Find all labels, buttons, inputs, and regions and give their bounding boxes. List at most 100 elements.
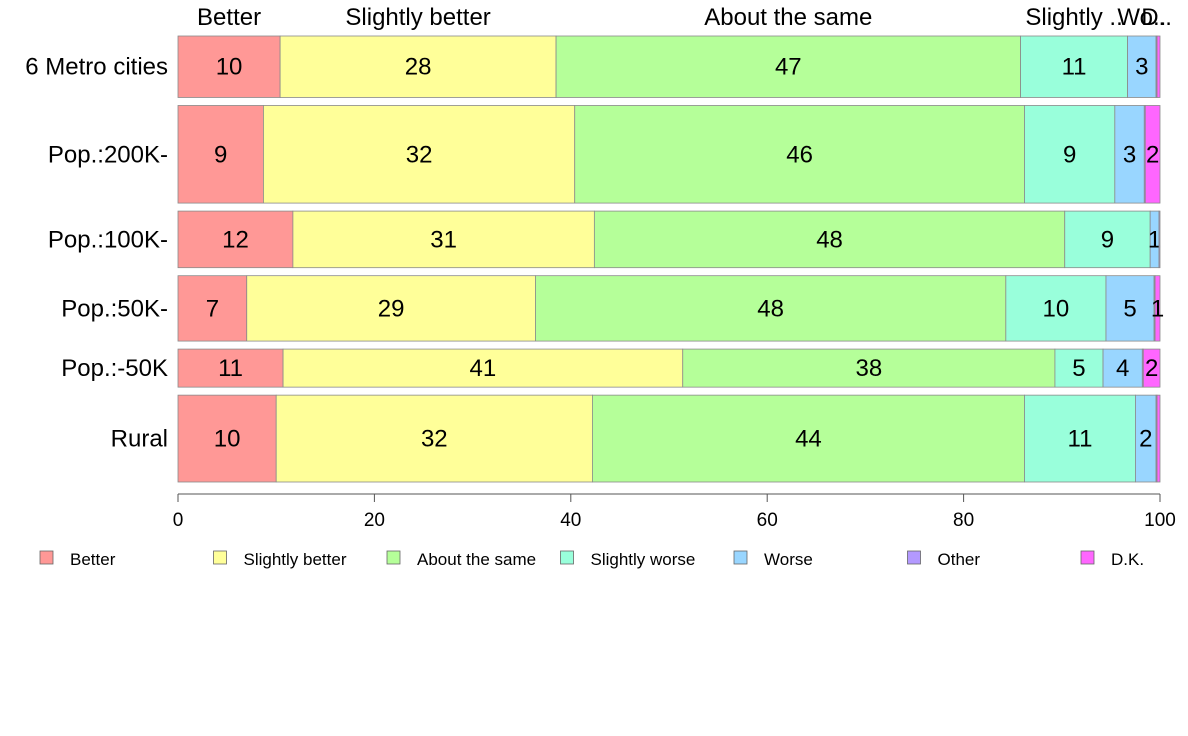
segment-value-label: 29 [378,295,405,322]
legend-label: D.K. [1111,550,1144,569]
segment-value-label: 1 [1148,226,1161,253]
segment-value-label: 12 [222,226,249,253]
legend: Better Slightly better About the same Sligh… [39,550,1144,569]
category-label: Rural [111,426,168,453]
category-label: 6 Metro cities [25,54,168,81]
legend-label: Slightly worse [591,550,696,569]
legend-label: Other [938,550,981,569]
x-tick-label: 80 [953,510,974,531]
segment-value-label: 10 [216,54,243,81]
top-labels: Better Slightly better About the same Sligh… [197,4,1172,31]
bar-segment [177,105,264,204]
top-segment-label: Slightly better [345,4,490,31]
bar-segment [1114,105,1145,204]
bar-segment [1154,275,1161,342]
bar-segment [177,35,281,98]
bar-segment [282,348,684,388]
segment-value-label: 38 [855,355,882,382]
row-labels: 6 Metro cities Pop.:200K- Pop.:100K- Pop.:5… [25,54,168,453]
bar-segment [574,105,1025,204]
top-segment-label: Slightly .. [1025,4,1122,31]
segment-value-label: 2 [1139,426,1152,453]
category-label: Pop.:50K- [61,295,168,322]
bar-segment [1005,275,1107,342]
bar-segment [1024,394,1136,483]
segment-value-label: 5 [1123,295,1136,322]
segment-value-label: 3 [1135,54,1148,81]
x-tick-label: 20 [364,510,385,531]
legend-swatch [907,550,921,565]
segment-value-label: 4 [1116,355,1129,382]
bar-segment [1105,275,1155,342]
bar-segment [1142,348,1161,388]
segment-value-label: 5 [1072,355,1085,382]
segment-value-label: 2 [1146,141,1159,168]
bar-segment [292,210,595,269]
x-tick-label: 60 [757,510,778,531]
segment-value-label: 2 [1145,355,1158,382]
segment-value-label: 7 [206,295,219,322]
segment-value-label: 32 [406,141,433,168]
segment-value-label: 28 [405,54,432,81]
bar-segment [1020,35,1128,98]
segment-value-label: 10 [214,426,241,453]
segment-value-label: 48 [757,295,784,322]
legend-swatch [386,550,401,565]
segment-value-label: 11 [1068,426,1093,453]
legend-label: Better [70,550,116,569]
segment-value-label: 47 [775,54,802,81]
legend-swatch [733,550,748,565]
bar-segment [1156,394,1161,483]
top-segment-label: Wo.. [1117,4,1166,31]
bar-segment [555,35,1021,98]
bar-segment [279,35,557,98]
legend-swatch [213,550,227,565]
segment-value-label: 31 [430,226,457,253]
segment-value-label: 44 [795,426,822,453]
bar-segment [1158,210,1161,269]
segment-value-label: 9 [1063,141,1076,168]
legend-swatch [39,550,54,565]
segment-value-label: 11 [218,355,243,382]
segment-value-label: 10 [1043,295,1070,322]
bar-segment [1156,35,1161,98]
bar-segment [1127,35,1157,98]
bar-segment [1144,105,1161,204]
bar-segment [1064,210,1151,269]
bar-segment [177,348,284,388]
legend-label: Worse [764,550,813,569]
x-tick-label: 100 [1144,510,1176,531]
top-segment-label: D.. [1141,4,1172,31]
legend-swatch [1080,550,1095,565]
bars: 10 28 47 11 39 32 46 9 3 212 31 48 9 17 29 48 10 5 111 41 38… [177,35,1164,483]
bar-segment [263,105,576,204]
bar-segment [1024,105,1116,204]
bar-segment [1054,348,1104,388]
x-tick-label: 0 [173,510,184,531]
x-axis: 0 20 40 60 80 100 [173,493,1176,531]
segment-value-label: 1 [1151,295,1164,322]
bar-segment [593,210,1066,269]
bar-segment [592,394,1025,483]
segment-value-label: 9 [1101,226,1114,253]
legend-label: About the same [417,550,536,569]
top-segment-label: Better [197,4,261,31]
legend-label: Slightly better [244,550,347,569]
segment-value-label: 48 [816,226,843,253]
x-tick-label: 40 [560,510,581,531]
segment-value-label: 32 [421,426,448,453]
segment-value-label: 11 [1062,54,1087,81]
segment-value-label: 9 [214,141,227,168]
bar-segment [177,394,277,483]
category-label: Pop.:200K- [48,141,168,168]
category-label: Pop.:-50K [61,355,168,382]
bar-segment [682,348,1056,388]
bar-segment [535,275,1007,342]
segment-value-label: 41 [470,355,497,382]
legend-swatch [560,550,574,565]
segment-value-label: 46 [786,141,813,168]
top-segment-label: About the same [704,4,872,31]
category-label: Pop.:100K- [48,226,168,253]
segment-value-label: 3 [1123,141,1136,168]
